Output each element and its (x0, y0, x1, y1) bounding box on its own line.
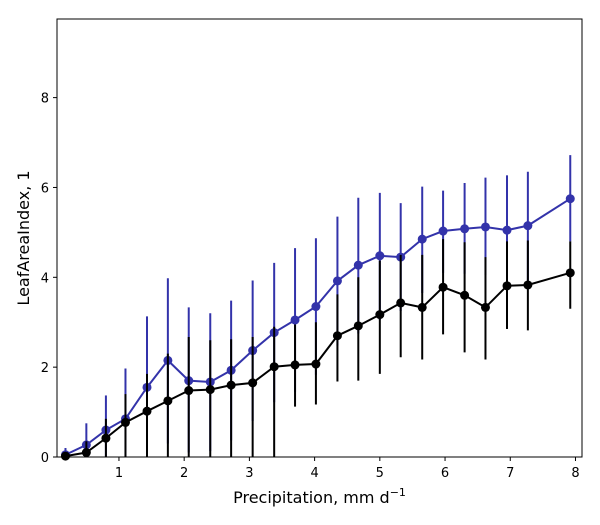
data-point-black (142, 406, 152, 416)
data-point-black (163, 396, 173, 406)
x-tick-label: 8 (571, 466, 579, 481)
data-point-black (502, 281, 512, 291)
x-tick-label: 6 (441, 466, 449, 481)
y-tick-label: 8 (41, 92, 49, 107)
data-point-black (460, 290, 470, 300)
data-point-blue (438, 226, 448, 236)
data-point-blue (502, 225, 512, 235)
data-point-black (353, 321, 363, 331)
data-point-blue (332, 276, 342, 286)
data-point-blue (417, 234, 427, 244)
data-point-black (226, 380, 236, 390)
series-blue (60, 155, 575, 460)
data-point-black (438, 282, 448, 292)
data-point-black (417, 302, 427, 312)
data-point-black (101, 433, 111, 443)
data-point-blue (353, 260, 363, 270)
x-tick-label: 3 (245, 466, 253, 481)
data-point-black (290, 360, 300, 370)
y-axis: 0 2 4 6 8 (41, 92, 57, 466)
data-point-black (332, 331, 342, 341)
y-tick-label: 2 (41, 361, 49, 376)
x-tick-label: 2 (180, 466, 188, 481)
data-point-blue (311, 302, 321, 312)
data-point-black (120, 417, 130, 427)
x-axis-label-superscript: −1 (390, 486, 406, 499)
data-point-blue (290, 315, 300, 325)
data-point-blue (375, 251, 385, 261)
data-point-black (375, 310, 385, 320)
data-point-black (269, 362, 279, 372)
data-point-black (523, 280, 533, 290)
data-point-black (565, 268, 575, 278)
series-line-blue (65, 197, 571, 456)
data-point-black (205, 385, 215, 395)
series-black (60, 239, 575, 461)
y-axis-label: LeafAreaIndex, 1 (14, 170, 33, 305)
x-tick-label: 7 (506, 466, 514, 481)
y-tick-label: 0 (41, 451, 49, 466)
y-tick-label: 6 (41, 181, 49, 196)
data-point-blue (565, 194, 575, 204)
data-point-black (311, 359, 321, 369)
x-tick-label: 4 (310, 466, 318, 481)
data-point-blue (523, 221, 533, 231)
x-tick-label: 1 (115, 466, 123, 481)
x-axis-label-text: Precipitation, mm d (233, 488, 390, 507)
data-point-black (184, 386, 194, 396)
data-point-black (248, 378, 258, 388)
x-axis: 1 2 3 4 5 6 7 8 (115, 457, 580, 481)
data-point-black (81, 448, 91, 458)
plot-frame (56, 18, 583, 458)
x-axis-label: Precipitation, mm d−1 (233, 486, 406, 507)
data-point-blue (460, 224, 470, 234)
data-point-black (480, 302, 490, 312)
y-tick-label: 4 (41, 271, 49, 286)
data-point-blue (480, 222, 490, 232)
data-point-black (396, 298, 406, 308)
x-tick-label: 5 (376, 466, 384, 481)
data-point-black (60, 451, 70, 461)
plot-area (60, 155, 575, 461)
